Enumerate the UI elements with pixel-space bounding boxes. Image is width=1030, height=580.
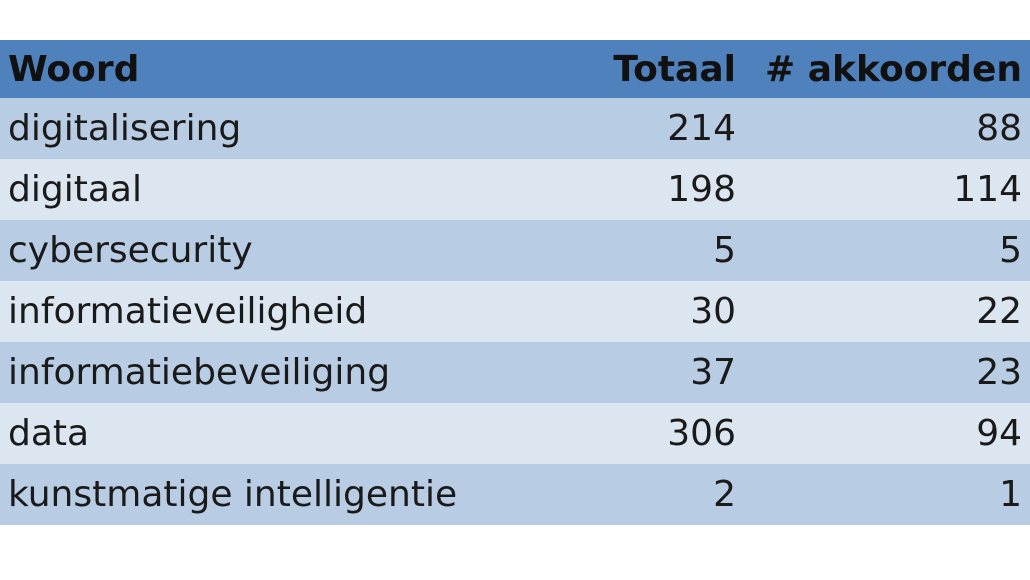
cell: 198 [506,159,744,220]
row: informatieveiligheid 30 22 [0,281,1030,342]
row: digitaal 198 114 [0,159,1030,220]
cell: informatiebeveiliging [0,342,506,403]
cell: 22 [744,281,1030,342]
cell: cybersecurity [0,220,506,281]
row: cybersecurity 5 5 [0,220,1030,281]
cell: 2 [506,464,744,525]
cell: 37 [506,342,744,403]
cell: 1 [744,464,1030,525]
cell: 214 [506,98,744,159]
row: data 306 94 [0,403,1030,464]
cell: digitaal [0,159,506,220]
header-row: Woord Totaal # akkoorden [0,40,1030,98]
row: informatiebeveiliging 37 23 [0,342,1030,403]
row: kunstmatige intelligentie 2 1 [0,464,1030,525]
cell: 5 [744,220,1030,281]
table: Woord Totaal # akkoorden digitalisering 214… [0,40,1030,525]
cell: kunstmatige intelligentie [0,464,506,525]
cell: informatieveiligheid [0,281,506,342]
cell: 88 [744,98,1030,159]
cell: 94 [744,403,1030,464]
cell: 306 [506,403,744,464]
row: digitalisering 214 88 [0,98,1030,159]
cell: digitalisering [0,98,506,159]
cell: 114 [744,159,1030,220]
cell: 30 [506,281,744,342]
cell: data [0,403,506,464]
header-cell: Woord [0,40,506,98]
header-cell: Totaal [506,40,744,98]
cell: 5 [506,220,744,281]
cell: 23 [744,342,1030,403]
header-cell: # akkoorden [744,40,1030,98]
